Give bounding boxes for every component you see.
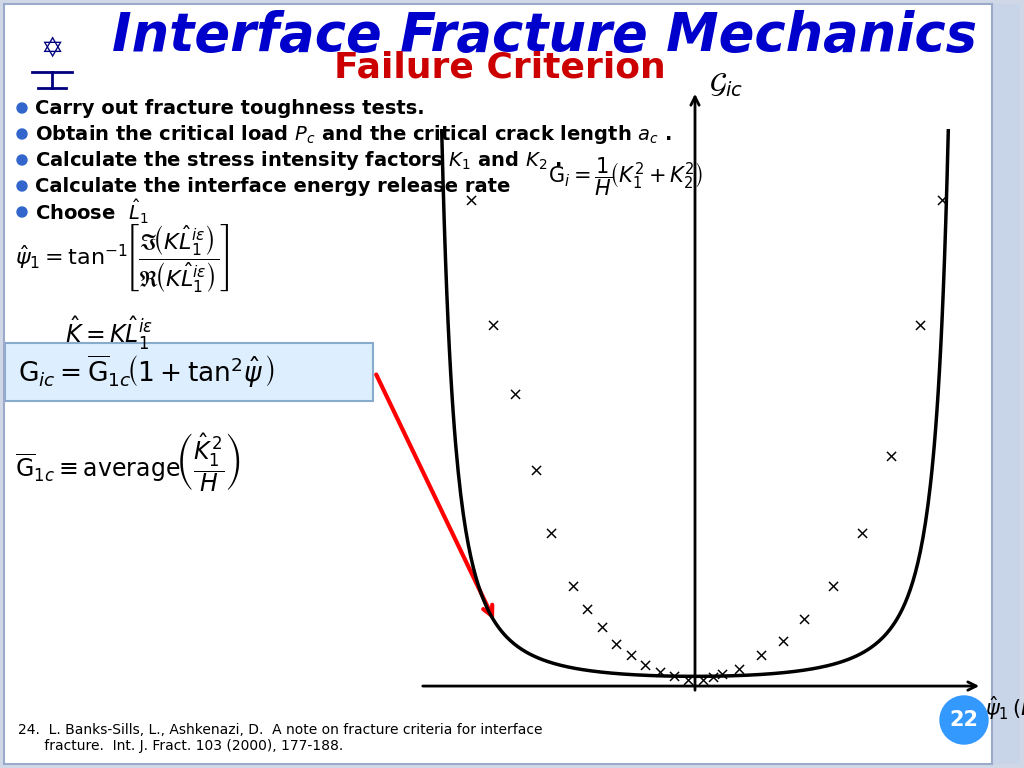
Bar: [992, 4, 1020, 764]
Circle shape: [940, 696, 988, 744]
Text: 22: 22: [949, 710, 979, 730]
Text: $\times$: $\times$: [714, 666, 728, 684]
Text: $\times$: $\times$: [774, 633, 790, 650]
Text: $\overline{\mathrm{G}}_{1c} \equiv \mathrm{average}\!\left(\dfrac{\hat{K}_1^{\,2: $\overline{\mathrm{G}}_{1c} \equiv \math…: [15, 432, 241, 495]
Text: $\times$: $\times$: [912, 316, 927, 334]
Text: $\times$: $\times$: [695, 671, 710, 690]
Text: Calculate the stress intensity factors $K_1$ and $K_2$ .: Calculate the stress intensity factors $…: [35, 148, 561, 171]
Text: $\times$: $\times$: [681, 671, 695, 690]
Text: $\times$: $\times$: [528, 462, 543, 480]
Text: ✡: ✡: [40, 36, 63, 64]
Text: Obtain the critical load $P_c$ and the critical crack length $a_c$ .: Obtain the critical load $P_c$ and the c…: [35, 123, 672, 145]
Text: $\hat{\psi}_1 = \tan^{\mathrm{-1}}\!\!\left[\dfrac{\mathfrak{I}\!\left(K\hat{L}_: $\hat{\psi}_1 = \tan^{\mathrm{-1}}\!\!\l…: [15, 221, 229, 294]
Text: $\times$: $\times$: [706, 669, 720, 687]
Text: $\times$: $\times$: [507, 386, 521, 403]
Text: $\hat{\psi}_1\,(\hat{L}_1)$: $\hat{\psi}_1\,(\hat{L}_1)$: [985, 690, 1024, 722]
Text: Failure Criterion: Failure Criterion: [334, 51, 666, 85]
Text: $\times$: $\times$: [623, 647, 637, 664]
Text: $\mathrm{G}_i = \dfrac{1}{H}\!\left(K_1^2 + K_2^2\right)$: $\mathrm{G}_i = \dfrac{1}{H}\!\left(K_1^…: [548, 156, 703, 198]
Text: $\times$: $\times$: [485, 316, 500, 334]
Text: $\times$: $\times$: [825, 577, 840, 595]
Text: $\times$: $\times$: [934, 191, 948, 209]
Text: Interface Fracture Mechanics: Interface Fracture Mechanics: [113, 10, 978, 62]
FancyBboxPatch shape: [5, 343, 373, 401]
Text: Calculate the interface energy release rate: Calculate the interface energy release r…: [35, 177, 510, 196]
Text: $\times$: $\times$: [753, 647, 767, 664]
Text: $\times$: $\times$: [580, 601, 594, 619]
Text: 24.  L. Banks-Sills, L., Ashkenazi, D.  A note on fracture criteria for interfac: 24. L. Banks-Sills, L., Ashkenazi, D. A …: [18, 723, 543, 737]
Text: Carry out fracture toughness tests.: Carry out fracture toughness tests.: [35, 98, 425, 118]
Text: $\times$: $\times$: [651, 664, 667, 681]
Text: $\times$: $\times$: [666, 667, 681, 685]
Text: $\times$: $\times$: [463, 191, 478, 209]
Circle shape: [17, 103, 27, 113]
Text: Choose  $\hat{L}_1$: Choose $\hat{L}_1$: [35, 198, 148, 226]
Text: $\times$: $\times$: [883, 448, 898, 466]
Text: $\mathrm{G}_{ic} = \overline{\mathrm{G}}_{1c}\!\left(1 + \tan^2\!\hat{\psi}\,\ri: $\mathrm{G}_{ic} = \overline{\mathrm{G}}…: [18, 354, 275, 390]
Text: $\times$: $\times$: [608, 635, 623, 654]
Circle shape: [17, 129, 27, 139]
Circle shape: [17, 181, 27, 191]
Text: $\hat{K} = K\hat{L}_1^{i\varepsilon}$: $\hat{K} = K\hat{L}_1^{i\varepsilon}$: [65, 314, 154, 352]
Circle shape: [17, 155, 27, 165]
Text: $\times$: $\times$: [594, 619, 608, 637]
Circle shape: [17, 207, 27, 217]
Text: fracture.  Int. J. Fract. 103 (2000), 177-188.: fracture. Int. J. Fract. 103 (2000), 177…: [18, 739, 343, 753]
Text: $\times$: $\times$: [797, 611, 811, 628]
Text: $\times$: $\times$: [731, 660, 745, 678]
Text: $\times$: $\times$: [854, 525, 868, 542]
Text: $\times$: $\times$: [564, 577, 580, 595]
Text: $\mathcal{G}_{ic}$: $\mathcal{G}_{ic}$: [709, 71, 743, 99]
Text: $\times$: $\times$: [543, 525, 558, 542]
Text: $\times$: $\times$: [637, 656, 651, 674]
